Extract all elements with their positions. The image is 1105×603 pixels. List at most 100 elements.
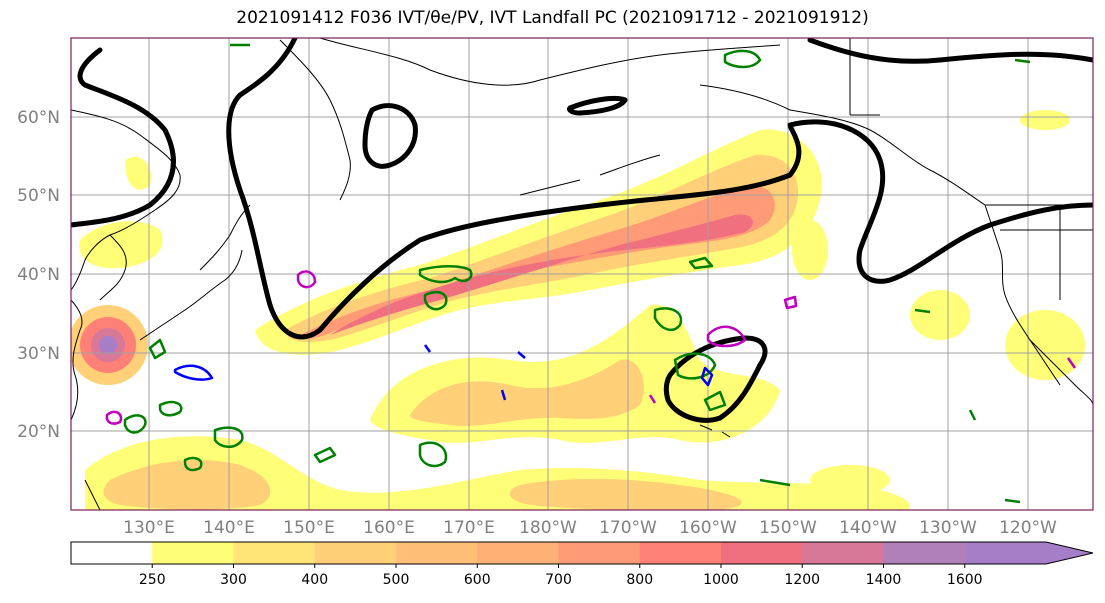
coast-kamchatka (279, 39, 351, 201)
coast-china (71, 299, 83, 421)
magenta-contour-4 (783, 295, 798, 310)
colorbar-tick-label: 700 (545, 572, 572, 588)
lon-label-150w: 150°W (759, 518, 817, 538)
colorbar-tick-label: 1200 (784, 572, 820, 588)
ivt-patch-pac (792, 220, 828, 280)
lon-label-160e: 160°E (363, 518, 415, 538)
colorbar-swatch (396, 542, 478, 564)
lon-label-140w: 140°W (839, 518, 897, 538)
colorbar-tick-label: 1400 (866, 572, 902, 588)
map-area (71, 38, 1093, 510)
pv-contour-cutoff-low (663, 335, 768, 423)
blue-contour-1 (173, 364, 214, 381)
colorbar-tick-label: 1600 (947, 572, 983, 588)
ivt-band-south-400b (509, 478, 742, 510)
green-contour-3 (653, 307, 683, 332)
green-contour-4 (673, 352, 717, 380)
lon-label-150e: 150°E (283, 518, 335, 538)
colorbar-tick-label: 1000 (703, 572, 739, 588)
magenta-contour-1 (296, 270, 317, 289)
theta-e-contours (123, 43, 1031, 504)
coastlines (71, 38, 1093, 510)
colorbar-tick-label: 300 (220, 572, 247, 588)
lat-label-40: 40°N (17, 265, 60, 285)
coast-japan (139, 204, 251, 341)
coast-alaska (699, 84, 986, 206)
green-contour-5 (723, 49, 762, 69)
pv-contour-west-trough (226, 38, 1093, 340)
coast-korea (99, 234, 127, 301)
ivt-band-subtropical-400 (410, 359, 644, 427)
colorbar-swatch (802, 542, 884, 564)
green-contour-10 (183, 456, 203, 472)
green-contour-15 (230, 43, 1031, 504)
green-contour-8 (213, 426, 244, 448)
colorbar-swatch (152, 542, 234, 564)
coast-siberia (319, 38, 781, 86)
green-contour-14 (688, 256, 714, 270)
lon-labels: 130°E 140°E 150°E 160°E 170°E 180°W 170°… (123, 518, 1057, 538)
coast-philippines (84, 479, 101, 510)
pv-contour-northeast (807, 38, 1093, 64)
colorbar-swatch (233, 542, 316, 564)
colorbar-labels: 250 300 400 500 600 700 800 1000 1200 1400 1600 (139, 564, 983, 588)
colorbar-swatch (71, 542, 153, 564)
ivt-patch-alaska (1020, 110, 1070, 130)
lon-label-140e: 140°E (203, 518, 255, 538)
magenta-contour-6 (648, 394, 657, 404)
green-contour-2 (423, 290, 448, 311)
colorbar-tick-label: 250 (139, 572, 166, 588)
green-contour-9 (418, 441, 448, 468)
lat-labels: 60°N 50°N 40°N 30°N 20°N (17, 108, 60, 442)
magenta-contour-5 (1066, 357, 1077, 369)
colorbar-tick-label: 600 (464, 572, 491, 588)
blue-contour-2 (700, 366, 714, 387)
pv-contours (71, 38, 1093, 423)
colorbar-swatch (883, 542, 966, 564)
ivt-patch-mexico2 (1005, 310, 1085, 380)
colorbar-swatch (721, 542, 803, 564)
ivt-band-main-700 (300, 185, 775, 339)
green-contour-6 (158, 400, 183, 417)
green-contour-1 (418, 265, 473, 284)
ivt-typhoon-core (99, 336, 117, 354)
pv-contour-kamchatka-loop (362, 103, 418, 169)
ivt-asia-blob2 (125, 156, 151, 190)
coast-hawaii (699, 424, 731, 438)
colorbar-outline (70, 541, 1094, 565)
ivt-patch-mexico (910, 290, 970, 340)
magenta-contour-2 (706, 325, 747, 348)
lat-label-50: 50°N (17, 186, 60, 206)
coast-asia-north (71, 109, 181, 291)
blue-contour-3 (423, 344, 526, 401)
lat-label-60: 60°N (17, 108, 60, 128)
colorbar-tick-label: 500 (383, 572, 410, 588)
colorbar-swatch (558, 542, 641, 564)
colorbar: 250 300 400 500 600 700 800 1000 1200 1400 1600 (70, 541, 1094, 588)
lon-label-130w: 130°W (919, 518, 977, 538)
coast-aleutians (519, 154, 661, 196)
ivt-asia-blob (79, 221, 163, 269)
lon-label-170w: 170°W (599, 518, 657, 538)
colorbar-swatch (964, 542, 1093, 564)
magenta-contour-3 (105, 410, 123, 425)
lon-label-160w: 160°W (679, 518, 737, 538)
coast-baja (1029, 339, 1061, 386)
lon-label-120w: 120°W (999, 518, 1057, 538)
blue-contours (173, 344, 714, 401)
colorbar-tick-label: 400 (301, 572, 328, 588)
colorbar-swatch (639, 542, 722, 564)
lon-label-170e: 170°E (443, 518, 495, 538)
map-frame (70, 37, 1094, 511)
lat-label-30: 30°N (17, 344, 60, 364)
title-container: 2021091412 F036 IVT/θe/PV, IVT Landfall … (0, 0, 1105, 36)
green-contour-7 (123, 414, 147, 434)
colorbar-swatches (71, 542, 1093, 564)
map-title: 2021091412 F036 IVT/θe/PV, IVT Landfall … (236, 8, 869, 28)
pv-contour-bering (567, 95, 628, 116)
ivt-band-main-1000 (330, 214, 753, 335)
lon-label-180w: 180°W (519, 518, 577, 538)
pv-contour-main (71, 47, 176, 228)
coast-na-west (984, 204, 1093, 406)
